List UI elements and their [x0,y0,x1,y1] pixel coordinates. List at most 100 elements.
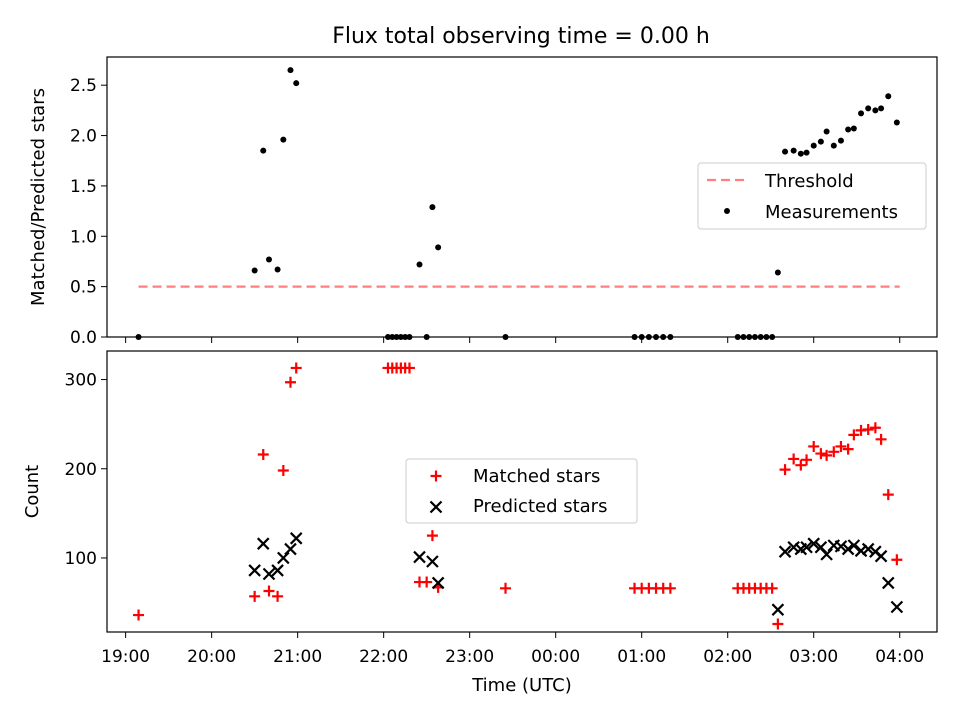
matched-stars-point [788,453,800,465]
x-tick-label: 23:00 [445,647,494,667]
y-axis-label: Matched/Predicted stars [28,88,49,306]
matched-stars-point [862,424,874,436]
predicted-stars-point [413,550,426,564]
y-tick-label: 200 [65,460,97,480]
matched-stars-point [795,459,807,471]
legend-box [697,162,927,230]
predicted-stars-point [890,600,904,614]
measurement-point [797,150,804,157]
predicted-stars-point [771,603,785,616]
x-tick-label: 21:00 [273,647,322,667]
measurement-point [845,126,852,133]
measurement-point [790,147,797,154]
legend-threshold-label: Threshold [764,171,854,192]
matched-stars-point [869,422,881,434]
x-tick-label: 19:00 [101,647,150,667]
predicted-stars-point [289,532,303,545]
predicted-stars-point [256,537,270,550]
matched-stars-point [848,429,860,441]
matched-stars-point [290,362,302,374]
predicted-stars-point [861,542,875,556]
bottom-panel: 100 200 300 19:00 20:00 21:00 22:00 23:00 00:00 0… [22,350,938,696]
matched-stars-point [277,465,289,477]
predicted-stars-point [284,542,297,556]
y-tick-label: 300 [65,371,97,391]
legend-measurements-swatch [724,208,730,214]
matched-stars-point [801,454,813,466]
x-tick-label: 22:00 [359,647,408,667]
predicted-stars-point [854,544,868,558]
measurement-point [810,142,817,149]
x-tick-label: 04:00 [875,647,924,667]
matched-stars-point [664,582,676,594]
legend-matched-label: Matched stars [473,466,600,487]
measurement-point [260,147,267,154]
predicted-stars-point [431,576,445,590]
matched-stars-point [133,609,145,621]
matched-stars-point [779,464,791,476]
legend-measurements-label: Measurements [765,202,898,223]
predicted-stars-point [847,539,861,552]
measurement-point [837,137,844,144]
measurement-point [416,261,423,268]
measurement-point [293,80,300,87]
predicted-stars-point [262,567,276,581]
matched-stars-point [257,448,269,460]
x-tick-label: 00:00 [531,647,580,667]
matched-stars-point [835,440,847,452]
predicted-stars-point [807,537,820,550]
matched-stars-point [842,443,854,455]
measurement-point [251,267,258,274]
axes-frame [106,350,938,633]
measurement-point [287,67,294,74]
y-tick-label: 1.0 [70,227,97,247]
matched-stars-point [272,590,284,602]
predicted-stars-point [874,549,888,563]
matched-stars-point [821,449,833,461]
measurement-point [429,204,436,211]
measurement-point [850,125,857,132]
measurement-point [893,119,900,126]
x-axis-label: Time (UTC) [471,675,572,696]
matched-stars-point [808,440,820,452]
legend-matched-swatch [430,470,442,482]
measurement-point [858,110,865,117]
y-tick-label: 1.5 [70,177,97,197]
x-tick-label: 02:00 [703,647,752,667]
matched-stars-point [263,585,275,597]
predicted-stars-point [248,564,261,577]
measurement-point [280,136,287,143]
measurement-point [817,138,824,145]
top-panel: 0.0 0.5 1.0 1.5 2.0 2.5 Matched/Predicted star… [28,56,938,348]
matched-stars-point [426,530,438,542]
measurement-point [782,148,789,155]
predicted-stars-point [277,551,290,565]
matched-stars-point [828,446,840,458]
x-tick-label: 20:00 [187,647,236,667]
chart-title: Flux total observing time = 0.00 h [332,24,710,49]
x-tick-label: 03:00 [789,647,838,667]
predicted-stars-point [881,576,895,590]
matched-stars-point [891,554,903,566]
predicted-stars-point [426,555,439,568]
predicted-stars-point [787,540,800,554]
measurement-point [872,107,879,114]
matched-stars-point [284,376,296,388]
measurement-point [774,269,781,276]
matched-stars-point [500,582,512,594]
x-tick-label: 01:00 [617,647,666,667]
predicted-stars-point [271,564,284,577]
legend: Threshold Measurements [697,162,927,230]
y-tick-label: 0.5 [70,278,97,298]
matched-stars-point [766,582,778,594]
axes-frame [106,56,938,338]
predicted-stars-point [778,545,792,558]
legend-predicted-label: Predicted stars [473,496,607,517]
y-tick-label: 2.0 [70,127,97,147]
predicted-stars-point [800,540,813,554]
measurement-point [865,105,872,112]
y-axis-label: Count [22,465,43,518]
measurement-point [878,105,885,112]
